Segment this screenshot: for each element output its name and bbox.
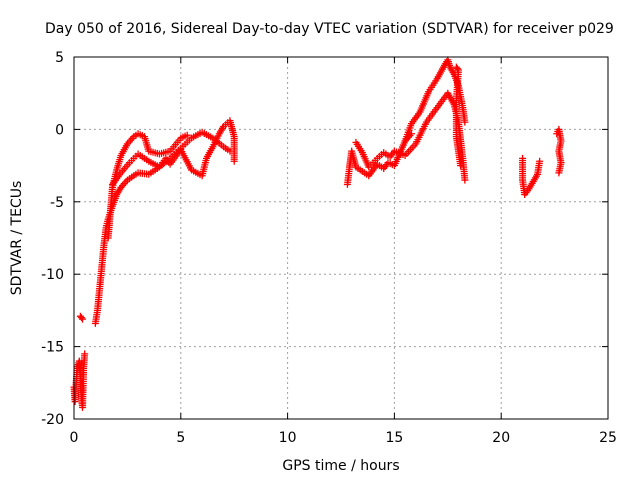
data-point <box>461 176 469 184</box>
y-tick-label: -15 <box>41 340 64 356</box>
data-point <box>555 169 563 177</box>
y-tick-label: -20 <box>41 412 64 428</box>
series-arc-loop-lower <box>108 117 238 188</box>
x-tick-label: 15 <box>385 430 403 446</box>
y-tick-label: 0 <box>55 122 64 138</box>
x-axis-label: GPS time / hours <box>282 458 399 474</box>
data-point <box>536 157 544 165</box>
x-tick-labels: 0 5 10 15 20 25 <box>70 430 617 446</box>
data-point <box>461 118 469 126</box>
plot-frame <box>73 56 609 420</box>
x-tick-label: 20 <box>492 430 510 446</box>
x-tick-label: 0 <box>70 430 79 446</box>
y-tick-labels: -20 -15 -10 -5 0 5 <box>41 50 64 428</box>
data-point <box>453 65 461 73</box>
series-arc-evening-mid <box>352 89 469 184</box>
x-tick-label: 25 <box>599 430 617 446</box>
series-arc-night-1 <box>519 154 544 199</box>
gridlines <box>74 57 608 419</box>
series-arc-start-isolated <box>76 312 87 323</box>
data-point <box>183 131 191 139</box>
x-tick-label: 5 <box>176 430 185 446</box>
series-arc-evening-tail <box>452 63 465 170</box>
y-axis-label: SDTVAR / TECUs <box>9 181 25 296</box>
data-point <box>81 350 89 358</box>
data-point <box>457 162 465 170</box>
data-point <box>230 157 238 165</box>
y-tick-label: 5 <box>55 50 64 66</box>
series-arc-start-low <box>70 350 89 411</box>
data-point <box>407 130 415 138</box>
chart-title: Day 050 of 2016, Sidereal Day-to-day VTE… <box>45 21 614 37</box>
data-point <box>79 315 87 323</box>
data-point <box>77 314 85 322</box>
x-tick-label: 10 <box>279 430 297 446</box>
y-tick-label: -10 <box>41 267 64 283</box>
series-arc-rise-upper <box>104 130 191 242</box>
axis-ticks <box>73 56 609 420</box>
data-points <box>70 56 565 411</box>
y-tick-label: -5 <box>50 195 64 211</box>
series-arc-night-2 <box>553 125 565 177</box>
